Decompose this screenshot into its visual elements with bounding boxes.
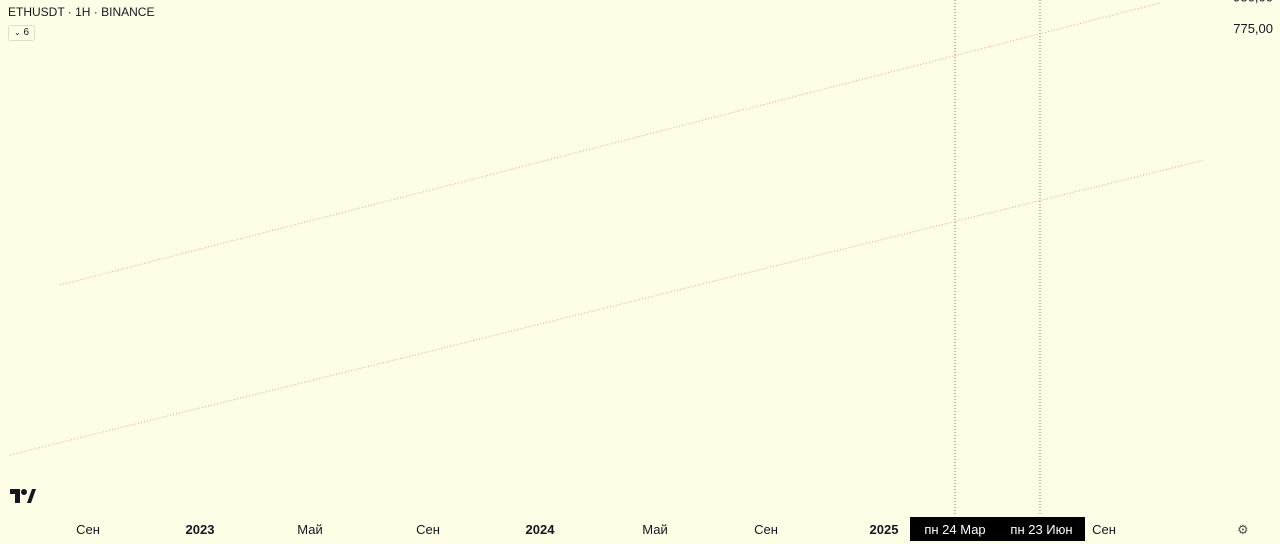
ascending-channel <box>9 2 1205 456</box>
indicator-count: 6 <box>23 27 30 38</box>
cursor-date-text: пн 23 Июн <box>1010 522 1072 537</box>
x-tick-label: Сен <box>416 522 440 537</box>
channel-upper-line <box>59 2 1161 286</box>
channel-lower-line <box>9 159 1205 456</box>
x-tick-label: Май <box>297 522 322 537</box>
cursor-lines <box>954 0 1041 516</box>
x-tick-label: 2025 <box>870 522 899 537</box>
symbol-title: ETHUSDT · 1H · BINANCE <box>8 5 155 19</box>
x-tick-label: 2024 <box>526 522 556 537</box>
gear-icon[interactable]: ⚙ <box>1237 523 1249 538</box>
cursor-date-label: пн 23 Июн <box>998 517 1085 541</box>
x-tick-label: Сен <box>754 522 778 537</box>
x-tick-label: 2023 <box>186 522 215 537</box>
cursor-date-box <box>910 517 1000 541</box>
x-tick-label: Май <box>642 522 667 537</box>
x-tick-label: Сен <box>76 522 100 537</box>
y-tick-label: 950,00 <box>1233 0 1273 4</box>
price-axis: 8 000,004 800,003 600,002 850,002 250,00… <box>1233 0 1273 36</box>
chevron-down-icon: ⌄ <box>14 28 21 37</box>
tradingview-logo-icon <box>10 489 36 503</box>
time-axis: Сен 2023 Май Сен 2024 Май Сен 2025 пн 24 Мар пн 2… <box>76 517 1116 541</box>
y-tick-label: 775,00 <box>1233 21 1273 36</box>
cursor-date-box <box>998 517 1085 541</box>
indicator-toggle[interactable]: ⌄ 6 <box>8 25 36 41</box>
cursor-date-label: пн 24 Мар <box>910 517 1000 541</box>
x-tick-label: Сен <box>1092 522 1116 537</box>
cursor-date-text: пн 24 Мар <box>924 522 985 537</box>
